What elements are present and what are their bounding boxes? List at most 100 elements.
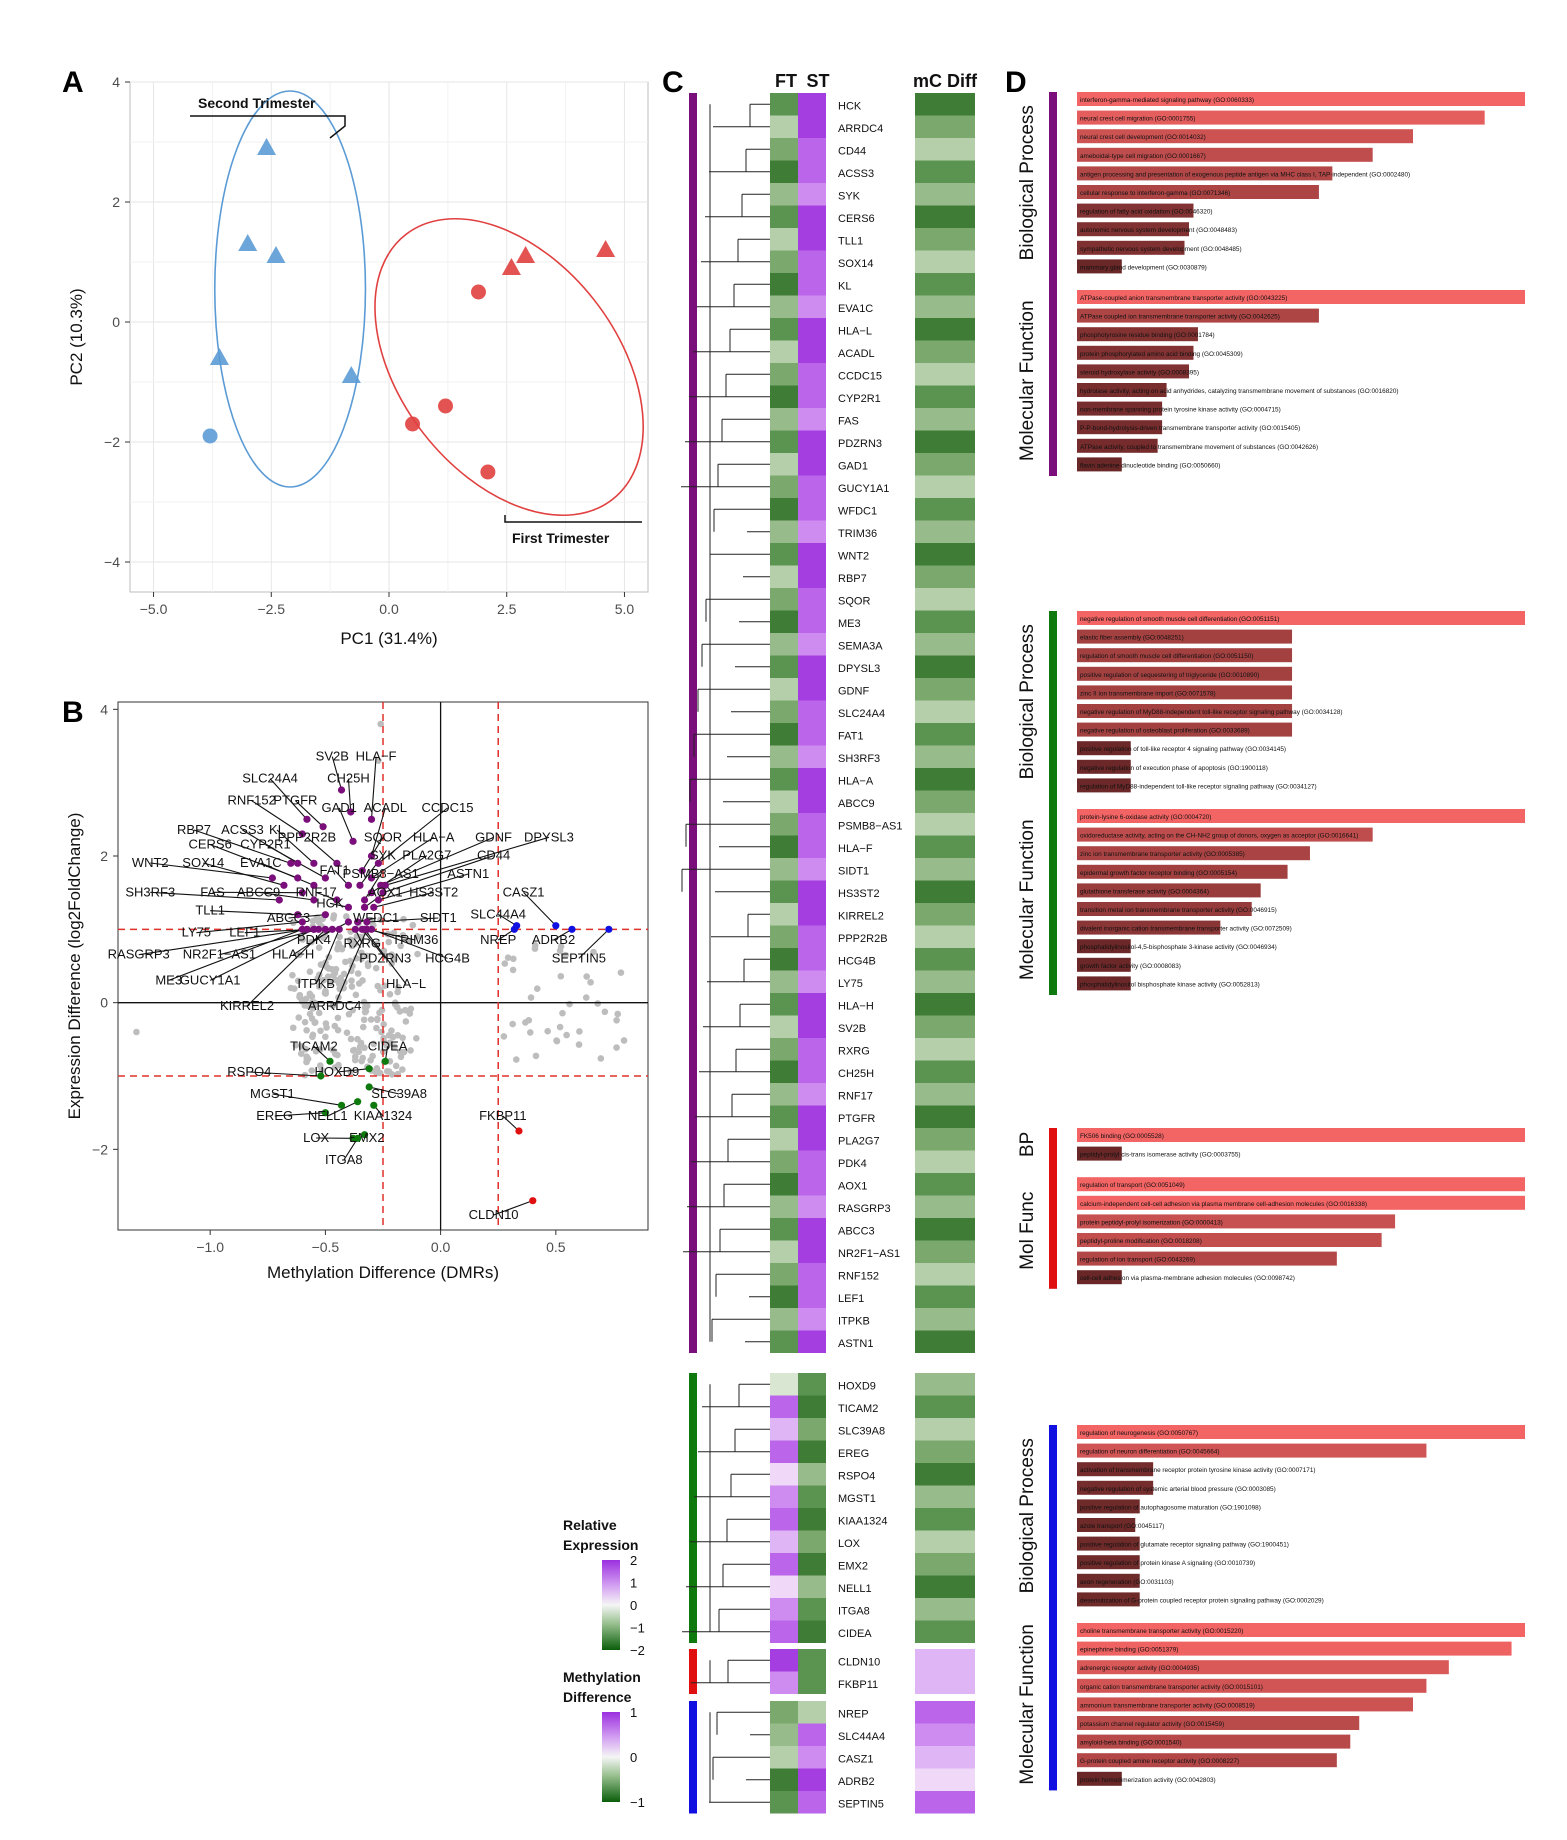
go-term-bar: [1077, 846, 1310, 861]
go-term-bar: [1077, 401, 1163, 416]
background-point: [295, 1014, 303, 1021]
go-term-bar: [1077, 685, 1293, 700]
gene-label: RBP7: [177, 822, 211, 837]
background-point: [526, 1029, 534, 1036]
go-term-bar: [1077, 420, 1163, 435]
second-trimester-label: Second Trimester: [198, 95, 316, 111]
background-point: [324, 973, 332, 980]
gene-label: SLC44A4: [470, 906, 526, 921]
label-leader-line: [523, 891, 557, 927]
background-point: [342, 958, 349, 966]
heatmap-cell-st: [798, 228, 826, 251]
background-point: [369, 1052, 376, 1060]
go-term-label: epidermal growth factor receptor binding…: [1080, 870, 1237, 877]
background-point: [583, 973, 590, 980]
heatmap-cell-mcdiff: [915, 1308, 975, 1331]
heatmap-cell-ft: [770, 970, 798, 993]
go-term-label: non-membrane spanning protein tyrosine k…: [1080, 407, 1281, 414]
labeled-point: [310, 896, 318, 904]
go-category-label: Biological Process: [1017, 624, 1038, 779]
second-trimester-ellipse: [213, 90, 367, 488]
heatmap-cell-mcdiff: [915, 565, 975, 588]
gene-label: HCK: [316, 895, 344, 910]
background-point: [361, 1044, 368, 1052]
heatmap-row-label: RNF17: [838, 1091, 873, 1103]
label-leader-line: [493, 1200, 533, 1216]
gene-label: CYP2R1: [240, 837, 291, 852]
heatmap-cell-st: [798, 543, 826, 566]
heatmap-cell-st: [798, 408, 826, 431]
heatmap-cell-mcdiff: [915, 1575, 975, 1598]
go-term-bar: [1077, 722, 1293, 737]
heatmap-cell-mcdiff: [915, 610, 975, 633]
label-leader-line: [150, 891, 280, 901]
go-term-label: phosphatidylinositol bisphosphate kinase…: [1080, 981, 1260, 988]
gene-label: HS3ST2: [409, 884, 458, 899]
background-point: [399, 1034, 406, 1042]
labeled-point: [354, 1134, 362, 1142]
heatmap-cell-ft: [770, 1395, 798, 1418]
heatmap-cell-ft: [770, 1308, 798, 1331]
go-term-label: negative regulation of MyD88-independent…: [1080, 709, 1343, 716]
heatmap-cell-st: [798, 1015, 826, 1038]
heatmap-cell-ft: [770, 1620, 798, 1643]
heatmap-cell-ft: [770, 588, 798, 611]
pca-point-triangle: [238, 234, 258, 251]
background-point: [401, 1006, 409, 1014]
go-term-label: regulation of fatty acid oxidation (GO:0…: [1080, 209, 1213, 216]
heatmap-cell-st: [798, 1671, 826, 1694]
gene-label: ARRDC4: [308, 998, 361, 1013]
pca-point-circle: [480, 464, 496, 480]
heatmap-row-label: WFDC1: [838, 506, 877, 518]
heatmap-cell-mcdiff: [915, 1746, 975, 1769]
gene-label: CIDEA: [368, 1038, 408, 1053]
labeled-point: [365, 1083, 373, 1091]
heatmap-cell-st: [798, 790, 826, 813]
label-leader-line: [364, 929, 407, 985]
background-point: [396, 1008, 404, 1015]
heatmap-cell-mcdiff: [915, 1285, 975, 1308]
heatmap-row-label: ABCC9: [838, 798, 875, 810]
gene-label: NR2F1−AS1: [183, 947, 256, 962]
go-term-label: regulation of smooth muscle cell differe…: [1080, 653, 1253, 660]
heatmap-cell-mcdiff: [915, 228, 975, 251]
label-leader-line: [336, 1068, 370, 1073]
background-point: [322, 1033, 329, 1041]
go-term-bar: [1077, 1678, 1427, 1693]
labeled-point: [360, 896, 369, 904]
background-point: [364, 960, 372, 967]
pca-xtick-label: −2.5: [257, 601, 285, 617]
heatmap-cell-ft: [770, 1195, 798, 1218]
starburst-xtick-label: 0.5: [546, 1239, 566, 1255]
heatmap-cell-mcdiff: [915, 520, 975, 543]
gene-label: RASGRP3: [108, 947, 170, 962]
background-point: [303, 1026, 310, 1034]
heatmap-cell-ft: [770, 1746, 798, 1769]
first-trimester-label: First Trimester: [512, 530, 610, 546]
heatmap-row-label: CERS6: [838, 213, 875, 225]
heatmap-row-label: LEF1: [838, 1293, 864, 1305]
go-term-bar: [1077, 827, 1373, 842]
gene-label: RNF152: [227, 793, 275, 808]
background-point: [357, 1039, 365, 1047]
labeled-point: [310, 925, 318, 933]
second-trimester-bracket: [190, 115, 346, 139]
go-term-bar: [1077, 1518, 1136, 1532]
background-point: [510, 955, 517, 963]
background-point: [380, 1021, 387, 1028]
label-leader-line: [331, 756, 343, 791]
labeled-point: [310, 881, 318, 889]
labeled-point: [367, 889, 376, 897]
heatmap-row-label: CASZ1: [838, 1754, 873, 1766]
heatmap-row-label: ASTN1: [838, 1338, 873, 1350]
label-leader-line: [315, 929, 340, 985]
label-leader-line: [249, 1071, 321, 1077]
pca-y-axis-title: PC2 (10.3%): [67, 288, 86, 385]
go-term-bar: [1077, 457, 1122, 472]
heatmap-cell-st: [798, 1150, 826, 1173]
labeled-point: [347, 808, 355, 816]
background-point: [302, 995, 310, 1003]
background-point: [373, 1024, 380, 1032]
go-term-bar: [1077, 438, 1158, 453]
gene-label: SOX14: [182, 855, 224, 870]
